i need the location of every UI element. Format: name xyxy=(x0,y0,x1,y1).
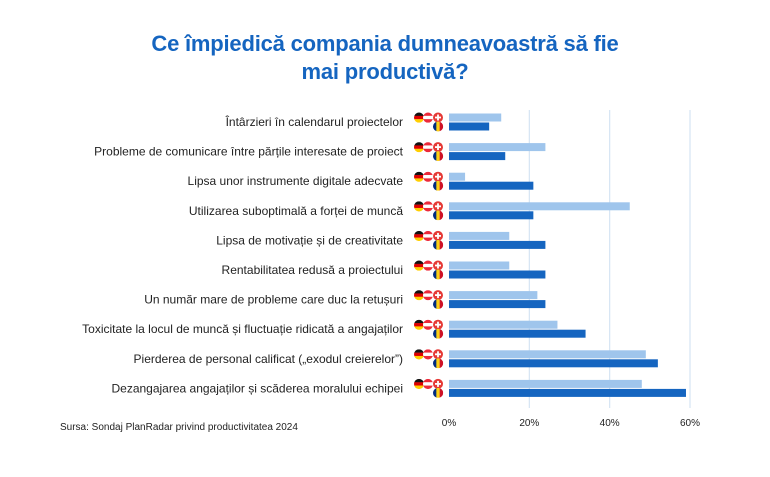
switzerland-flag-icon xyxy=(433,171,443,182)
x-tick-label: 0% xyxy=(442,418,457,429)
bar-romania xyxy=(449,300,546,309)
category-label: Lipsa unor instrumente digitale adecvate xyxy=(188,174,404,188)
romania-flag-icon xyxy=(433,239,444,250)
switzerland-flag-icon xyxy=(433,201,443,212)
germany-flag-icon xyxy=(414,378,424,390)
bar-romania xyxy=(449,329,586,338)
bar-romania xyxy=(449,270,546,279)
austria-flag-icon xyxy=(423,290,433,301)
bar-romania xyxy=(449,211,534,220)
germany-flag-icon xyxy=(414,260,424,271)
romania-flag-icon xyxy=(433,180,444,191)
bar-dach xyxy=(449,143,546,152)
bar-dach xyxy=(449,202,630,211)
romania-flag-icon xyxy=(433,121,444,132)
x-tick-label: 60% xyxy=(680,418,700,429)
bar-romania xyxy=(449,181,534,190)
switzerland-flag-icon xyxy=(433,260,443,271)
category-label: Rentabilitatea redusă a proiectului xyxy=(222,263,403,277)
bar-dach xyxy=(449,231,510,240)
germany-flag-icon xyxy=(414,142,424,153)
flag-icons xyxy=(414,112,444,398)
x-tick-label: 40% xyxy=(600,418,620,429)
category-label: Întârzieri în calendarul proiectelor xyxy=(225,114,403,129)
austria-flag-icon xyxy=(423,230,433,242)
category-label: Pierderea de personal calificat („exodul… xyxy=(134,352,403,366)
bar-dach xyxy=(449,320,558,329)
source-note: Sursa: Sondaj PlanRadar privind producti… xyxy=(60,422,298,433)
chart-title-line-2: mai productivă? xyxy=(301,59,469,84)
switzerland-flag-icon xyxy=(433,378,443,389)
romania-flag-icon xyxy=(433,151,444,162)
bar-dach xyxy=(449,379,642,388)
austria-flag-icon xyxy=(423,319,433,330)
x-tick-label: 20% xyxy=(519,418,539,429)
bar-dach xyxy=(449,350,646,359)
bar-romania xyxy=(449,122,490,131)
austria-flag-icon xyxy=(423,260,433,271)
germany-flag-icon xyxy=(414,112,424,123)
category-label: Dezangajarea angajaților și scăderea mor… xyxy=(111,381,403,395)
romania-flag-icon xyxy=(433,328,444,339)
germany-flag-icon xyxy=(414,319,424,330)
switzerland-flag-icon xyxy=(433,230,443,241)
switzerland-flag-icon xyxy=(433,290,443,301)
category-label: Probleme de comunicare între părțile int… xyxy=(94,145,403,159)
austria-flag-icon xyxy=(423,201,433,212)
germany-flag-icon xyxy=(414,230,424,242)
romania-flag-icon xyxy=(433,387,444,398)
bar-romania xyxy=(449,152,506,161)
romania-flag-icon xyxy=(433,269,444,280)
romania-flag-icon xyxy=(433,358,444,369)
austria-flag-icon xyxy=(423,112,433,123)
germany-flag-icon xyxy=(414,201,424,212)
bar-dach xyxy=(449,113,502,122)
austria-flag-icon xyxy=(423,349,433,360)
chart-title-line-1: Ce împiedică compania dumneavoastră să f… xyxy=(151,31,619,56)
austria-flag-icon xyxy=(423,171,433,182)
austria-flag-icon xyxy=(423,142,433,153)
bar-dach xyxy=(449,172,466,181)
category-label: Lipsa de motivație și de creativitate xyxy=(216,233,403,247)
romania-flag-icon xyxy=(433,299,444,310)
switzerland-flag-icon xyxy=(433,112,443,123)
category-label: Toxicitate la locul de muncă și fluctuaț… xyxy=(82,322,403,336)
bar-dach xyxy=(449,291,538,300)
switzerland-flag-icon xyxy=(433,319,443,330)
bar-romania xyxy=(449,388,686,397)
austria-flag-icon xyxy=(423,378,433,390)
x-axis-ticks: 0% 20% 40% 60% xyxy=(442,418,700,429)
bar-dach xyxy=(449,261,510,270)
category-labels: Întârzieri în calendarul proiectelor Prob… xyxy=(82,114,403,395)
bar-romania xyxy=(449,359,658,368)
bar-romania xyxy=(449,240,546,249)
category-label: Utilizarea suboptimală a forței de muncă xyxy=(189,204,403,218)
switzerland-flag-icon xyxy=(433,142,443,153)
romania-flag-icon xyxy=(433,210,444,221)
germany-flag-icon xyxy=(414,171,424,182)
bars xyxy=(449,113,686,397)
category-label: Un număr mare de probleme care duc la re… xyxy=(144,293,403,307)
germany-flag-icon xyxy=(414,349,424,360)
chart-title: Ce împiedică compania dumneavoastră să f… xyxy=(0,30,770,86)
grid-lines xyxy=(528,110,691,408)
switzerland-flag-icon xyxy=(433,349,443,360)
germany-flag-icon xyxy=(414,290,424,301)
